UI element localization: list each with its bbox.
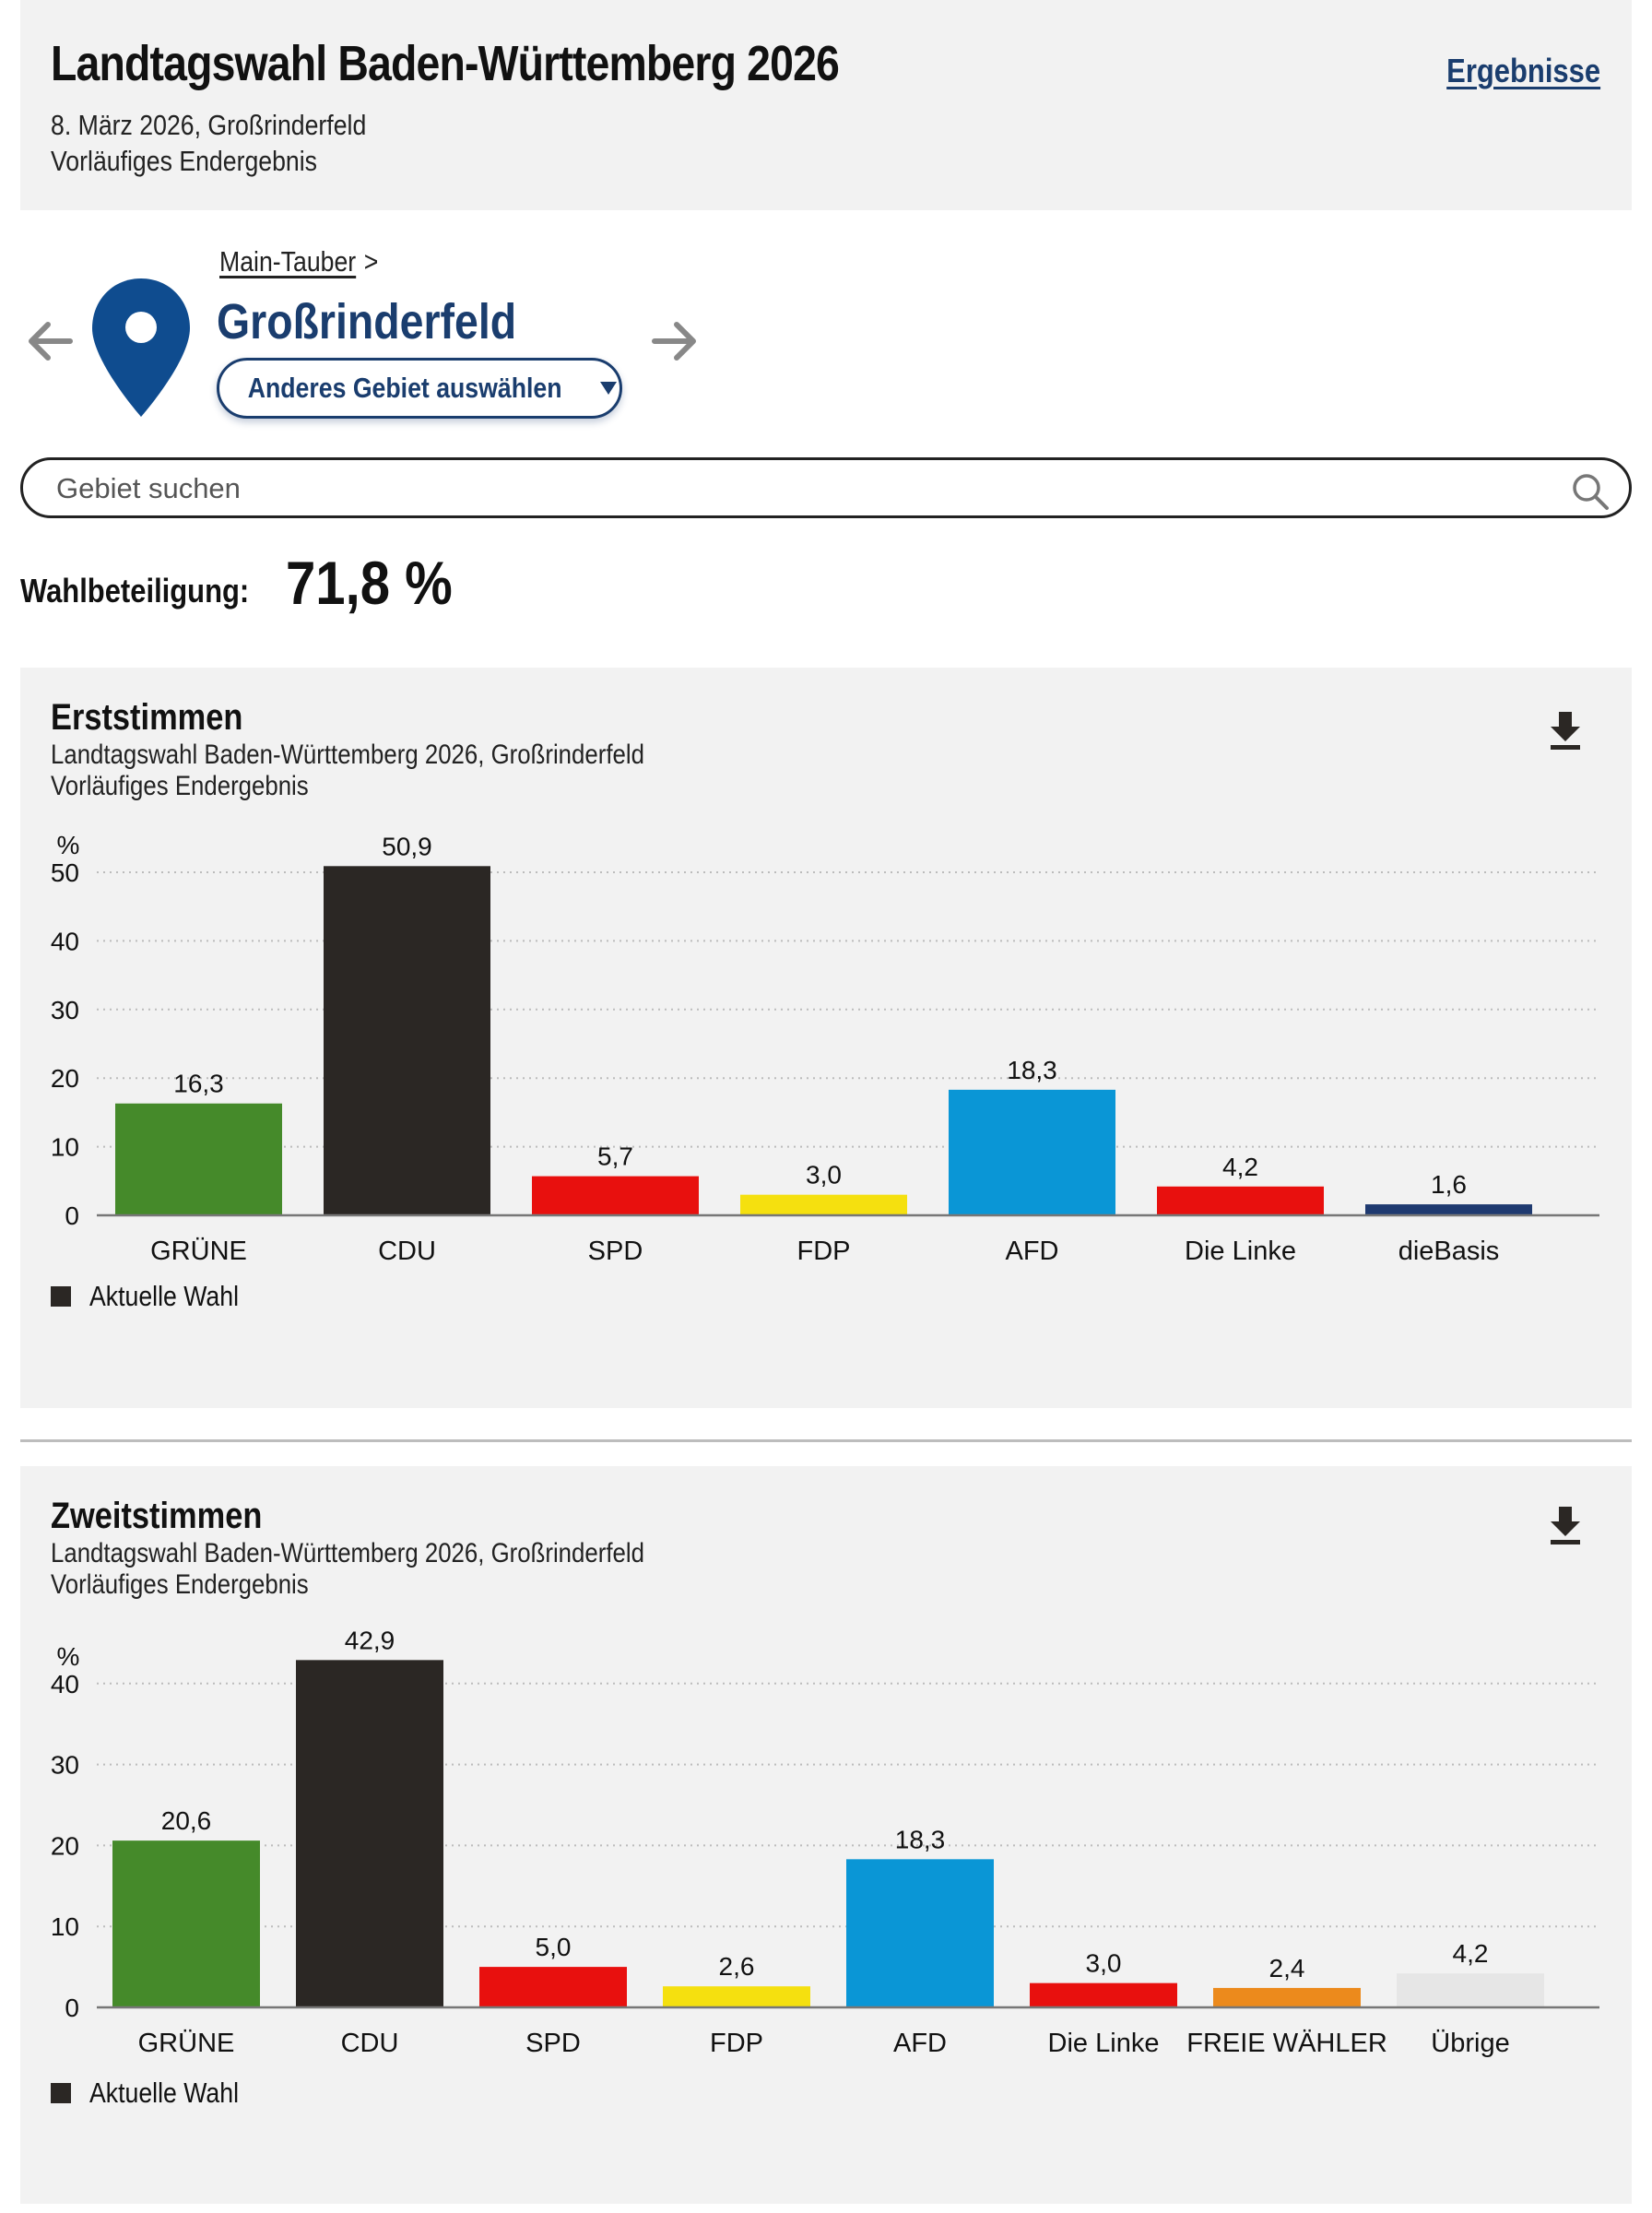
bar-freie-wähler[interactable] [1213, 1987, 1361, 2007]
y-tick-label: 20 [51, 1831, 79, 1860]
bar-spd[interactable] [479, 1967, 627, 2007]
chart-status: Vorläufiges Endergebnis [51, 1569, 309, 1600]
bar-value-label: 5,0 [536, 1933, 572, 1961]
y-tick-label: 40 [51, 1670, 79, 1698]
x-category-label: SPD [588, 1237, 643, 1266]
turnout-label: Wahlbeteiligung: [20, 572, 250, 609]
x-category-label: GRÜNE [150, 1237, 247, 1266]
bar-fdp[interactable] [663, 1986, 810, 2007]
download-icon[interactable] [1547, 1505, 1584, 1545]
chart-legend: Aktuelle Wahl [51, 1280, 263, 1313]
chart-subtitle: Landtagswahl Baden-Württemberg 2026, Gro… [51, 740, 644, 770]
y-tick-label: 30 [51, 1751, 79, 1780]
x-category-label: Übrige [1431, 2029, 1509, 2058]
bar-value-label: 1,6 [1431, 1170, 1467, 1199]
header-status: Vorläufiges Endergebnis [51, 145, 318, 177]
y-tick-label: 0 [65, 1201, 79, 1230]
x-category-label: dieBasis [1398, 1237, 1500, 1266]
legend-swatch [51, 2083, 71, 2103]
bar-value-label: 18,3 [895, 1825, 946, 1853]
bar-value-label: 18,3 [1007, 1056, 1057, 1084]
chart-subtitle: Landtagswahl Baden-Württemberg 2026, Gro… [51, 1538, 644, 1568]
section-divider [20, 1439, 1632, 1442]
bar-afd[interactable] [846, 1859, 994, 2007]
select-area-label: Anderes Gebiet auswählen [247, 372, 562, 404]
chevron-right-icon: > [363, 245, 379, 278]
bar-value-label: 50,9 [382, 832, 432, 860]
breadcrumb: Main-Tauber > [219, 245, 378, 278]
bar-fdp[interactable] [740, 1194, 907, 1215]
bar-spd[interactable] [532, 1176, 699, 1215]
bar-grüne[interactable] [112, 1840, 260, 2007]
bar-value-label: 5,7 [597, 1142, 633, 1171]
x-category-label: Die Linke [1048, 2029, 1160, 2058]
y-axis-unit: % [57, 1642, 80, 1671]
header-date-place: 8. März 2026, Großrinderfeld [51, 109, 367, 141]
x-category-label: CDU [341, 2029, 399, 2058]
turnout-value: 71,8 % [286, 549, 453, 617]
bar-value-label: 20,6 [161, 1806, 212, 1835]
erststimmen-panel: Erststimmen Landtagswahl Baden-Württembe… [20, 668, 1632, 1408]
bar-übrige[interactable] [1397, 1973, 1544, 2007]
x-category-label: GRÜNE [138, 2029, 235, 2058]
x-category-label: CDU [378, 1237, 436, 1266]
legend-swatch [51, 1286, 71, 1307]
caret-down-icon [600, 382, 618, 395]
x-category-label: FDP [710, 2029, 763, 2058]
bar-cdu[interactable] [296, 1660, 443, 2007]
bar-value-label: 3,0 [806, 1161, 842, 1189]
map-pin-icon [92, 278, 190, 417]
bar-value-label: 42,9 [345, 1626, 395, 1654]
bar-grüne[interactable] [115, 1103, 282, 1215]
y-tick-label: 10 [51, 1133, 79, 1162]
header-panel [20, 0, 1632, 210]
y-tick-label: 20 [51, 1064, 79, 1093]
search-input[interactable] [54, 467, 1515, 510]
x-category-label: Die Linke [1185, 1237, 1296, 1266]
bar-die-linke[interactable] [1030, 1982, 1177, 2007]
arrow-left-icon[interactable] [22, 314, 77, 369]
breadcrumb-main-tauber[interactable]: Main-Tauber [219, 245, 357, 278]
bar-cdu[interactable] [324, 866, 490, 1215]
y-tick-label: 50 [51, 858, 79, 887]
page-title: Landtagswahl Baden-Württemberg 2026 [51, 36, 840, 91]
x-category-label: FDP [797, 1237, 851, 1266]
chart-status: Vorläufiges Endergebnis [51, 771, 309, 801]
bar-value-label: 4,2 [1222, 1153, 1258, 1181]
bar-value-label: 2,4 [1269, 1954, 1305, 1982]
zweitstimmen-panel: Zweitstimmen Landtagswahl Baden-Württemb… [20, 1466, 1632, 2204]
bar-value-label: 3,0 [1086, 1949, 1122, 1978]
search-bar [20, 457, 1632, 518]
y-axis-unit: % [57, 831, 80, 859]
search-icon[interactable] [1570, 471, 1611, 512]
place-name: Großrinderfeld [217, 294, 517, 349]
bar-value-label: 16,3 [173, 1070, 224, 1098]
y-tick-label: 10 [51, 1912, 79, 1941]
legend-label: Aktuelle Wahl [89, 1280, 240, 1312]
bar-diebasis[interactable] [1365, 1204, 1532, 1215]
bar-die-linke[interactable] [1157, 1186, 1324, 1215]
results-link[interactable]: Ergebnisse [1446, 52, 1600, 89]
zweitstimmen-chart: % 0 10 20 30 40 20,6 GRÜNE 42,9 CDU 5,0 SPD 2,6 FDP 18… [51, 1626, 1599, 2058]
x-category-label: FREIE WÄHLER [1186, 2029, 1387, 2058]
y-tick-label: 0 [65, 1994, 79, 2022]
erststimmen-chart: % 0 10 20 30 40 50 16,3 GRÜNE 50,9 CDU 5,7 SPD 3,0 FDP… [51, 831, 1599, 1266]
bar-value-label: 4,2 [1453, 1939, 1489, 1968]
x-category-label: AFD [893, 2029, 947, 2058]
chart-legend: Aktuelle Wahl [51, 2077, 263, 2110]
select-area-button[interactable]: Anderes Gebiet auswählen [217, 358, 622, 419]
y-tick-label: 40 [51, 927, 79, 955]
chart-title: Erststimmen [51, 697, 243, 738]
x-category-label: SPD [525, 2029, 581, 2058]
chart-title: Zweitstimmen [51, 1496, 263, 1536]
download-icon[interactable] [1547, 710, 1584, 751]
bar-afd[interactable] [949, 1089, 1115, 1215]
x-category-label: AFD [1006, 1237, 1059, 1266]
legend-label: Aktuelle Wahl [89, 2077, 240, 2109]
bar-value-label: 2,6 [719, 1952, 755, 1981]
y-tick-label: 30 [51, 996, 79, 1024]
arrow-right-icon[interactable] [647, 314, 702, 369]
